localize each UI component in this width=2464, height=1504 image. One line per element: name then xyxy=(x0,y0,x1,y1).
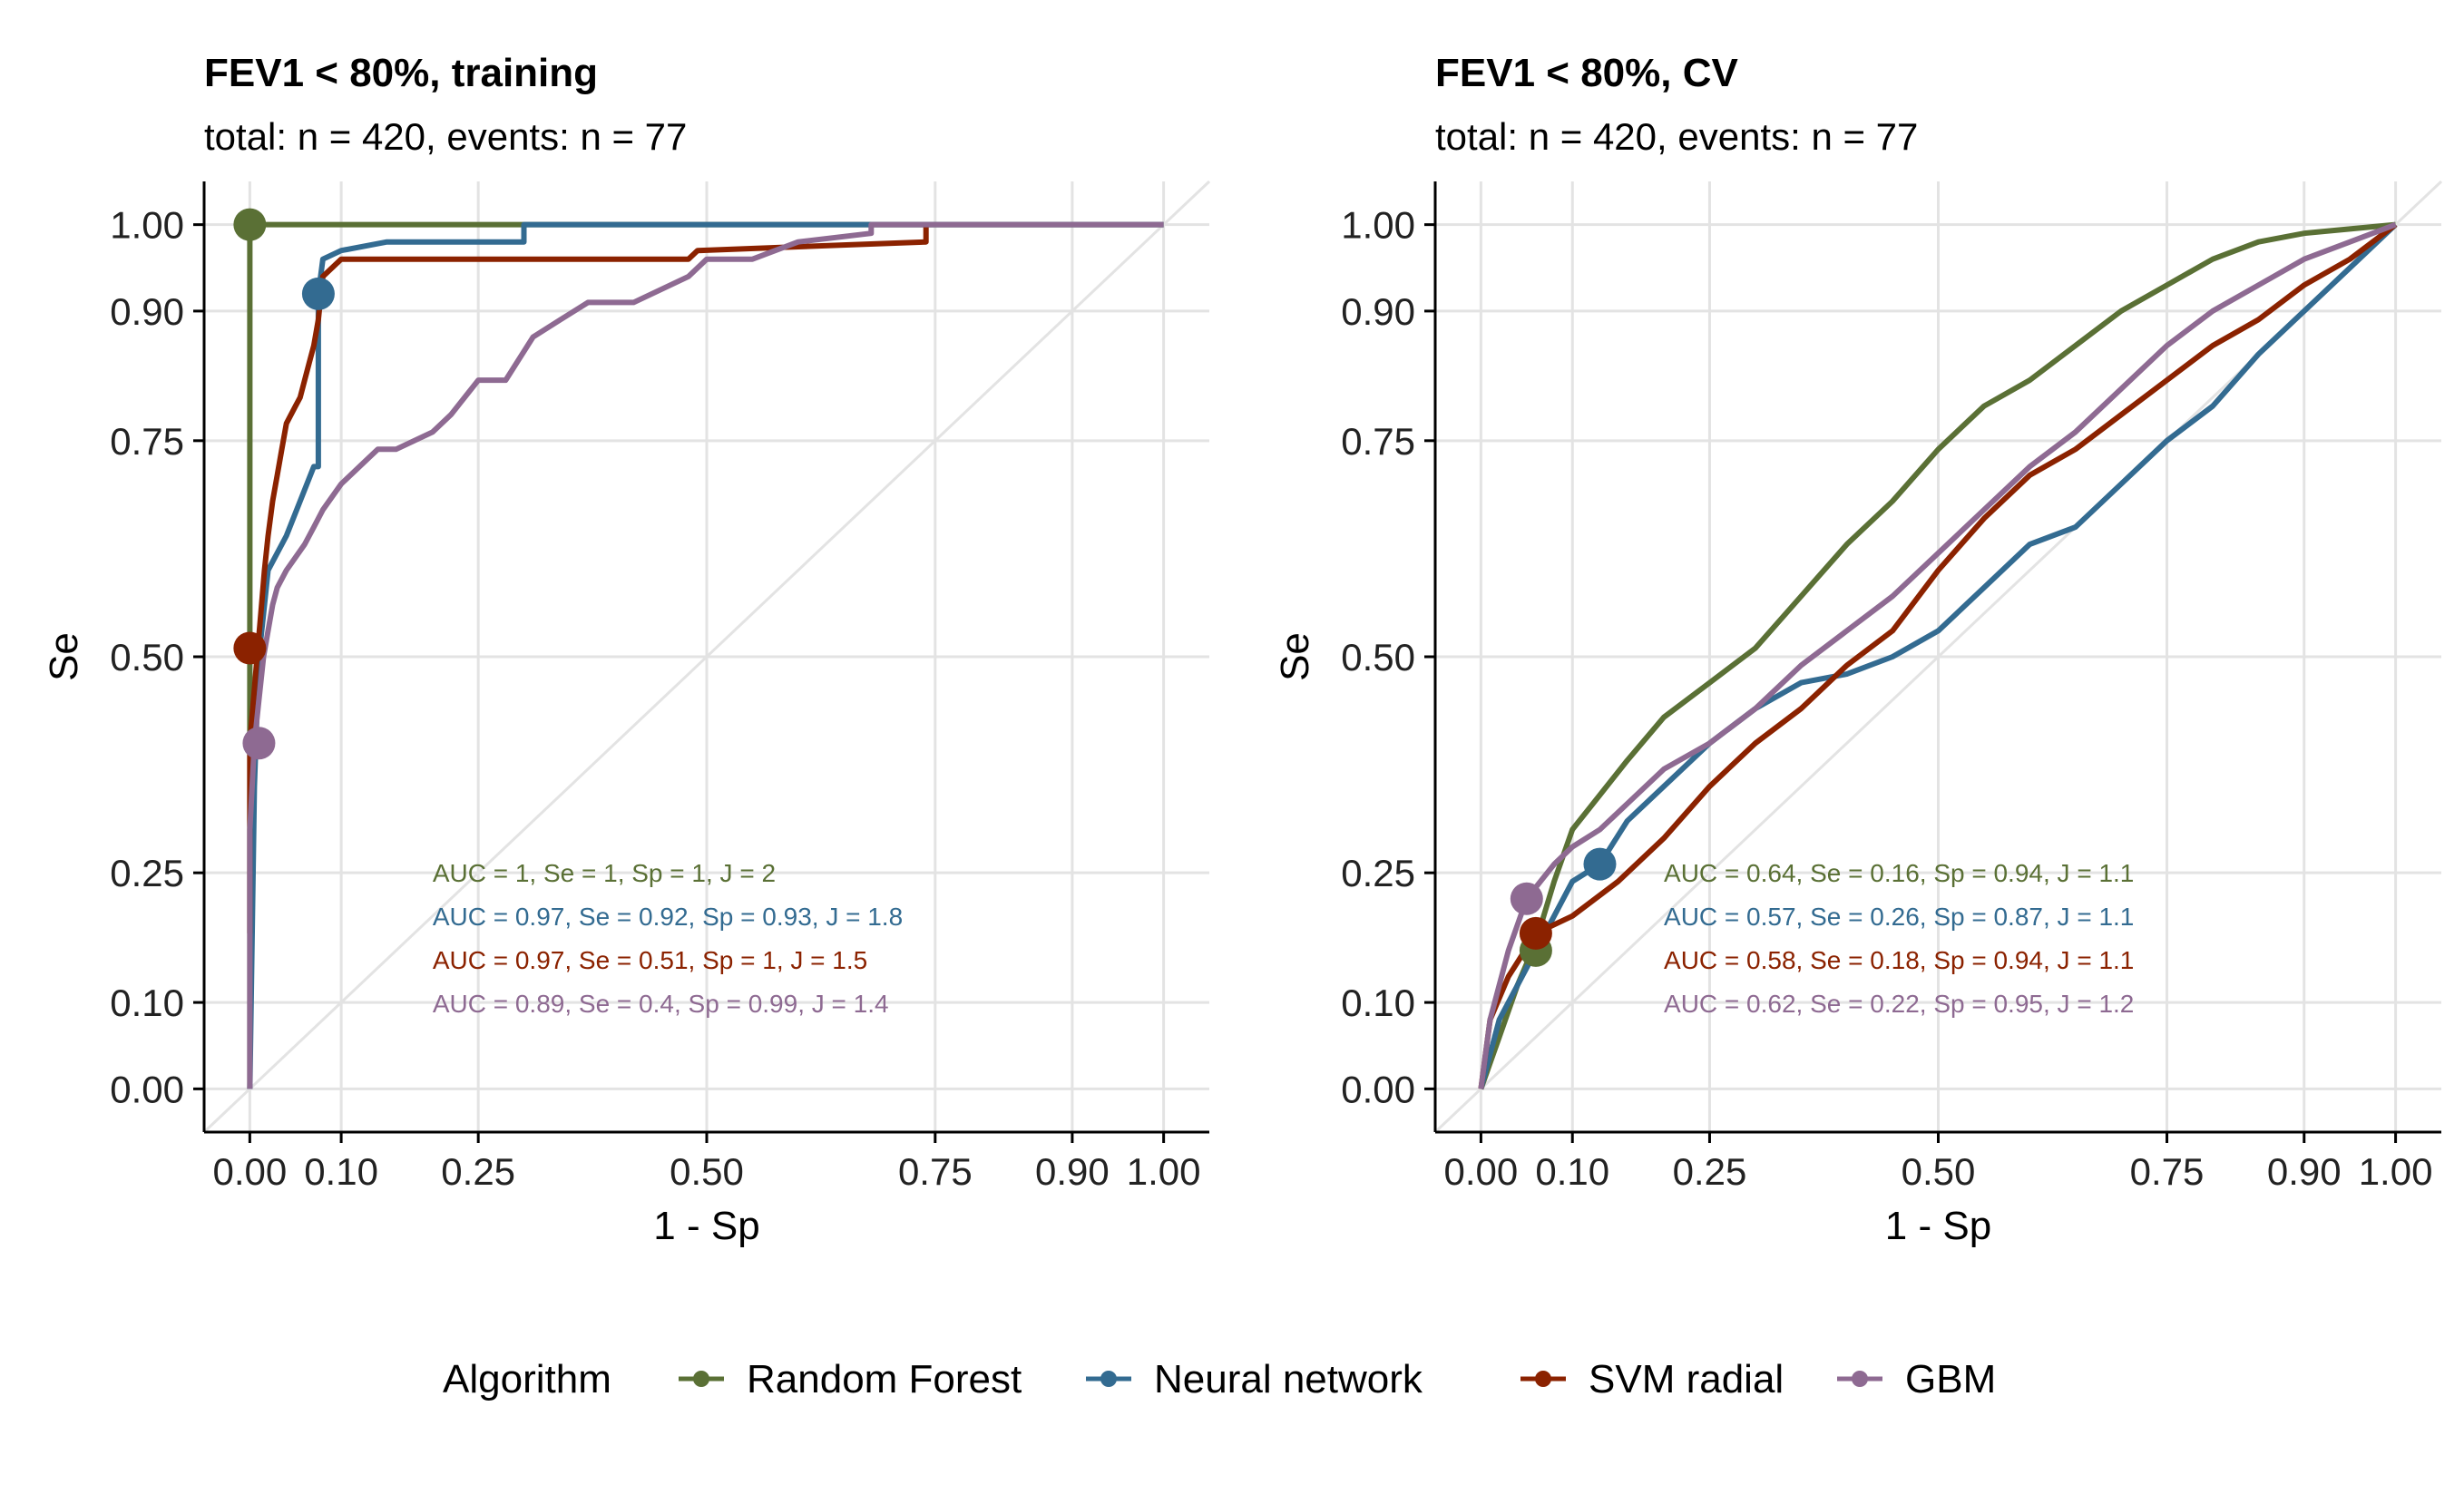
auc-annotation: AUC = 0.62, Se = 0.22, Sp = 0.95, J = 1.… xyxy=(1664,990,2134,1018)
diagonal-reference-line xyxy=(202,180,1211,1134)
y-tick-label: 0.75 xyxy=(1341,420,1415,463)
legend-key-point xyxy=(693,1371,709,1387)
roc-panel-2: FEV1 < 80%, CV total: n = 420, events: n … xyxy=(1273,51,2443,1248)
chart-subtitle: total: n = 420, events: n = 77 xyxy=(1435,115,1918,158)
x-tick-label: 0.90 xyxy=(1035,1150,1110,1193)
x-tick-label: 0.50 xyxy=(670,1150,744,1193)
y-tick-label: 0.75 xyxy=(110,420,184,463)
y-axis-title: Se xyxy=(42,632,86,681)
x-tick-label: 0.75 xyxy=(898,1150,973,1193)
y-tick-label: 1.00 xyxy=(110,204,184,247)
legend-item: Neural network xyxy=(1086,1357,1423,1401)
y-tick-label: 0.00 xyxy=(110,1068,184,1110)
y-tick-label: 0.25 xyxy=(1341,852,1415,894)
legend-item-label: Neural network xyxy=(1154,1357,1423,1401)
legend-key-point xyxy=(1535,1371,1551,1387)
optimal-point-neural-network xyxy=(1583,847,1617,881)
roc-curve-random-forest xyxy=(1478,221,2396,1090)
optimal-point-neural-network xyxy=(301,277,335,310)
x-tick-label: 0.90 xyxy=(2267,1150,2342,1193)
x-tick-label: 0.25 xyxy=(1673,1150,1747,1193)
legend-item: GBM xyxy=(1837,1357,1996,1401)
legend-item: Random Forest xyxy=(679,1357,1022,1401)
legend-item: SVM radial xyxy=(1520,1357,1784,1401)
optimal-point-gbm xyxy=(242,727,276,760)
x-tick-label: 1.00 xyxy=(1127,1150,1201,1193)
x-tick-label: 0.00 xyxy=(1444,1150,1519,1193)
roc-curve-neural-network xyxy=(1478,222,2398,1090)
y-tick-label: 0.10 xyxy=(110,982,184,1024)
y-tick-label: 0.50 xyxy=(1341,636,1415,679)
legend-title: Algorithm xyxy=(443,1357,611,1401)
legend-item-label: GBM xyxy=(1905,1357,1996,1401)
legend-item-label: SVM radial xyxy=(1589,1357,1784,1401)
chart-title: FEV1 < 80%, training xyxy=(204,51,598,95)
x-tick-label: 1.00 xyxy=(2359,1150,2433,1193)
roc-curve-gbm xyxy=(247,221,1164,1089)
auc-annotation: AUC = 0.57, Se = 0.26, Sp = 0.87, J = 1.… xyxy=(1664,903,2134,931)
optimal-point-gbm xyxy=(1510,882,1543,915)
auc-annotation: AUC = 0.64, Se = 0.16, Sp = 0.94, J = 1.… xyxy=(1664,859,2134,887)
optimal-point-svm-radial xyxy=(1519,916,1552,950)
x-tick-label: 0.25 xyxy=(441,1150,515,1193)
roc-curve-svm-radial xyxy=(247,224,929,933)
y-tick-label: 0.90 xyxy=(110,290,184,333)
legend-item-label: Random Forest xyxy=(747,1357,1022,1401)
optimal-point-svm-radial xyxy=(233,631,267,665)
auc-annotation: AUC = 0.58, Se = 0.18, Sp = 0.94, J = 1.… xyxy=(1664,946,2134,974)
auc-annotation: AUC = 0.89, Se = 0.4, Sp = 0.99, J = 1.4 xyxy=(433,990,889,1018)
x-axis-title: 1 - Sp xyxy=(653,1204,759,1248)
chart-subtitle: total: n = 420, events: n = 77 xyxy=(204,115,687,158)
y-tick-label: 0.25 xyxy=(110,852,184,894)
roc-curve-svm-radial xyxy=(1478,222,2398,1089)
auc-annotation: AUC = 1, Se = 1, Sp = 1, J = 2 xyxy=(433,859,776,887)
roc-panel-1: FEV1 < 80%, training total: n = 420, even… xyxy=(42,51,1211,1248)
roc-curve-gbm xyxy=(1478,221,2397,1089)
legend-key-point xyxy=(1852,1371,1868,1387)
x-tick-label: 0.75 xyxy=(2130,1150,2205,1193)
y-tick-label: 0.90 xyxy=(1341,290,1415,333)
y-tick-label: 0.00 xyxy=(1341,1068,1415,1110)
auc-annotation: AUC = 0.97, Se = 0.51, Sp = 1, J = 1.5 xyxy=(433,946,867,974)
legend: Algorithm Random Forest Neural network SVM … xyxy=(443,1357,1996,1401)
x-tick-label: 0.00 xyxy=(212,1150,287,1193)
legend-key-point xyxy=(1100,1371,1117,1387)
chart-title: FEV1 < 80%, CV xyxy=(1435,51,1738,95)
x-tick-label: 0.10 xyxy=(1535,1150,1609,1193)
optimal-point-random-forest xyxy=(233,208,267,241)
x-axis-title: 1 - Sp xyxy=(1885,1204,1991,1248)
y-axis-title: Se xyxy=(1273,632,1317,681)
auc-annotation: AUC = 0.97, Se = 0.92, Sp = 0.93, J = 1.… xyxy=(433,903,903,931)
y-tick-label: 0.50 xyxy=(110,636,184,679)
y-tick-label: 1.00 xyxy=(1341,204,1415,247)
y-tick-label: 0.10 xyxy=(1341,982,1415,1024)
x-tick-label: 0.10 xyxy=(304,1150,378,1193)
x-tick-label: 0.50 xyxy=(1902,1150,1976,1193)
